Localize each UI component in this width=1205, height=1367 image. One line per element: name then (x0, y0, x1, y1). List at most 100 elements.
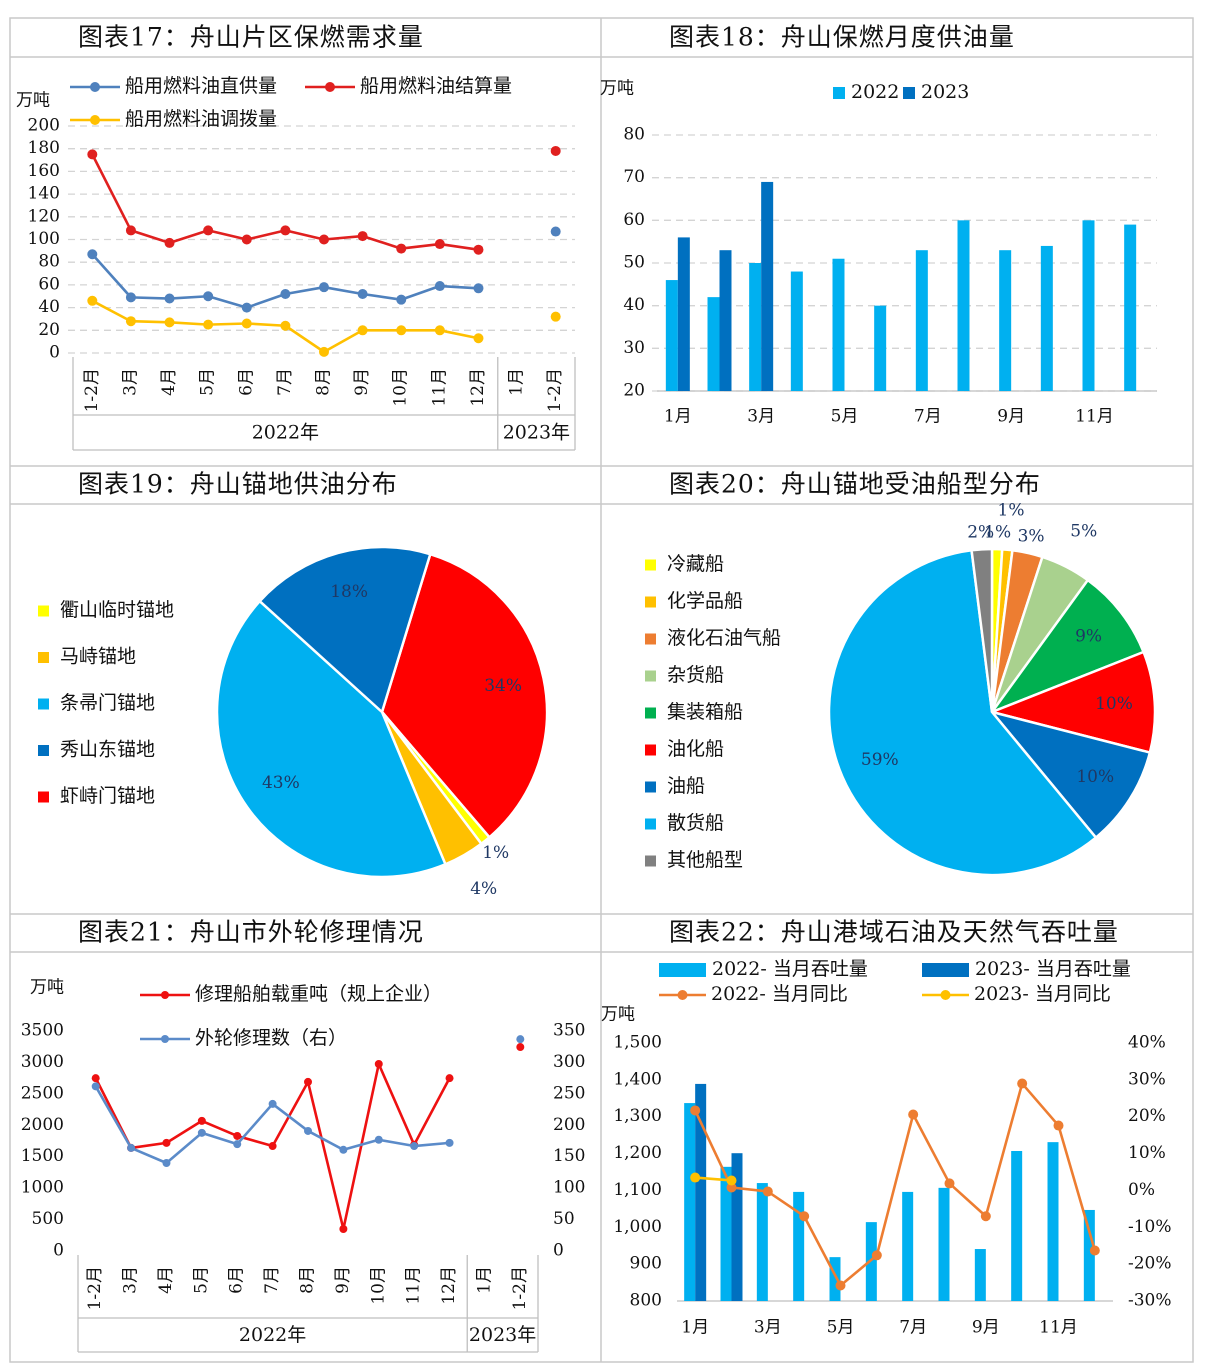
y-tick-label: 30 (623, 338, 645, 358)
x-tick-label: 6月 (236, 368, 256, 396)
x-tick-label: 12月 (439, 1266, 459, 1305)
x-tick-label: 1-2月 (85, 1266, 105, 1310)
marker (396, 325, 407, 336)
x-tick-label: 12月 (468, 368, 488, 407)
bar (938, 1187, 950, 1301)
bar (1082, 220, 1095, 391)
bar (1083, 1209, 1095, 1301)
y-tick-label: 1,400 (613, 1069, 662, 1089)
x-tick-label: 3月 (120, 368, 140, 396)
bar (832, 258, 845, 391)
marker (91, 1074, 100, 1083)
marker (445, 1138, 454, 1147)
marker (268, 1142, 277, 1151)
marker (690, 1172, 701, 1183)
marker (203, 319, 214, 330)
y2-tick-label: 350 (553, 1021, 585, 1041)
marker (125, 292, 136, 303)
marker (445, 1074, 454, 1083)
marker (762, 1186, 773, 1197)
y2-tick-label: 50 (553, 1209, 575, 1229)
marker (799, 1211, 810, 1222)
legend-swatch (833, 87, 845, 99)
marker (87, 149, 98, 160)
bar (1011, 1150, 1023, 1301)
y2-tick-label: -30% (1128, 1291, 1172, 1311)
marker (434, 239, 445, 250)
bar (790, 271, 803, 391)
legend-label: 外轮修理数（右） (195, 1027, 347, 1049)
x-tick-label: 5月 (827, 1318, 855, 1338)
marker (164, 293, 175, 304)
legend-label: 秀山东锚地 (60, 739, 155, 761)
pie-slice (827, 548, 1098, 877)
marker (304, 1126, 312, 1135)
y-tick-label: 200 (28, 116, 60, 136)
legend-swatch (645, 559, 656, 571)
y-axis-unit: 万吨 (600, 79, 634, 99)
y-tick-label: 70 (623, 167, 645, 187)
marker (396, 243, 407, 254)
x-tick-label: 1月 (681, 1318, 709, 1338)
bar (731, 1153, 743, 1301)
y-axis-unit: 万吨 (30, 978, 64, 998)
data-label: 9% (1075, 627, 1102, 647)
y-tick-label: 1,300 (613, 1106, 662, 1126)
data-label: 34% (484, 676, 522, 696)
x-tick-label: 3月 (747, 407, 775, 427)
legend-marker (325, 82, 335, 92)
marker (516, 1043, 525, 1052)
x-tick-label: 6月 (227, 1266, 247, 1294)
legend-label: 虾峙门锚地 (60, 785, 155, 807)
bar (707, 297, 720, 391)
x-tick-label: 11月 (1075, 407, 1114, 427)
legend-swatch (645, 855, 656, 867)
y-tick-label: 3500 (21, 1021, 64, 1041)
y-tick-label: 500 (32, 1209, 64, 1229)
pie-slice (988, 578, 1146, 715)
marker (357, 231, 368, 242)
chart-title: 图表22：舟山港域石油及天然气吞吐量 (669, 918, 1119, 947)
pie-slice (380, 552, 549, 840)
marker (980, 1211, 991, 1222)
data-label: 10% (1095, 694, 1133, 714)
x-tick-label: 1月 (507, 368, 527, 396)
legend-swatch (645, 707, 656, 719)
marker (241, 318, 252, 329)
group-label: 2022年 (239, 1324, 306, 1346)
bar (829, 1257, 841, 1301)
chart-title: 图表19：舟山锚地供油分布 (78, 470, 398, 499)
marker (164, 317, 175, 328)
x-tick-label: 7月 (262, 1266, 282, 1294)
y-tick-label: 80 (38, 252, 60, 272)
bar (749, 263, 762, 391)
y2-tick-label: 40% (1128, 1033, 1166, 1053)
bar (1040, 245, 1053, 391)
pie-slice (970, 547, 994, 713)
x-tick-label: 7月 (899, 1318, 927, 1338)
marker (203, 291, 214, 302)
marker (164, 237, 175, 248)
legend-label: 散货船 (667, 812, 724, 834)
bar (684, 1103, 696, 1301)
x-tick-label: 11月 (404, 1266, 424, 1305)
marker (908, 1109, 919, 1120)
y-tick-label: 900 (630, 1254, 662, 1274)
legend-marker (90, 115, 100, 125)
line (695, 1176, 732, 1182)
legend-label: 船用燃料油结算量 (360, 75, 512, 97)
data-label: 1% (998, 500, 1025, 520)
data-label: 1% (482, 843, 509, 863)
data-label: 4% (470, 879, 497, 899)
marker (125, 316, 136, 327)
x-tick-label: 3月 (754, 1318, 782, 1338)
group-label: 2022年 (252, 422, 319, 444)
marker (871, 1250, 882, 1261)
legend-label: 其他船型 (667, 849, 743, 871)
y2-tick-label: -10% (1128, 1217, 1172, 1237)
y-tick-label: 160 (28, 161, 60, 181)
legend-label: 船用燃料油直供量 (125, 75, 277, 97)
marker (233, 1131, 242, 1140)
marker (550, 226, 561, 237)
legend-marker (161, 1035, 169, 1043)
